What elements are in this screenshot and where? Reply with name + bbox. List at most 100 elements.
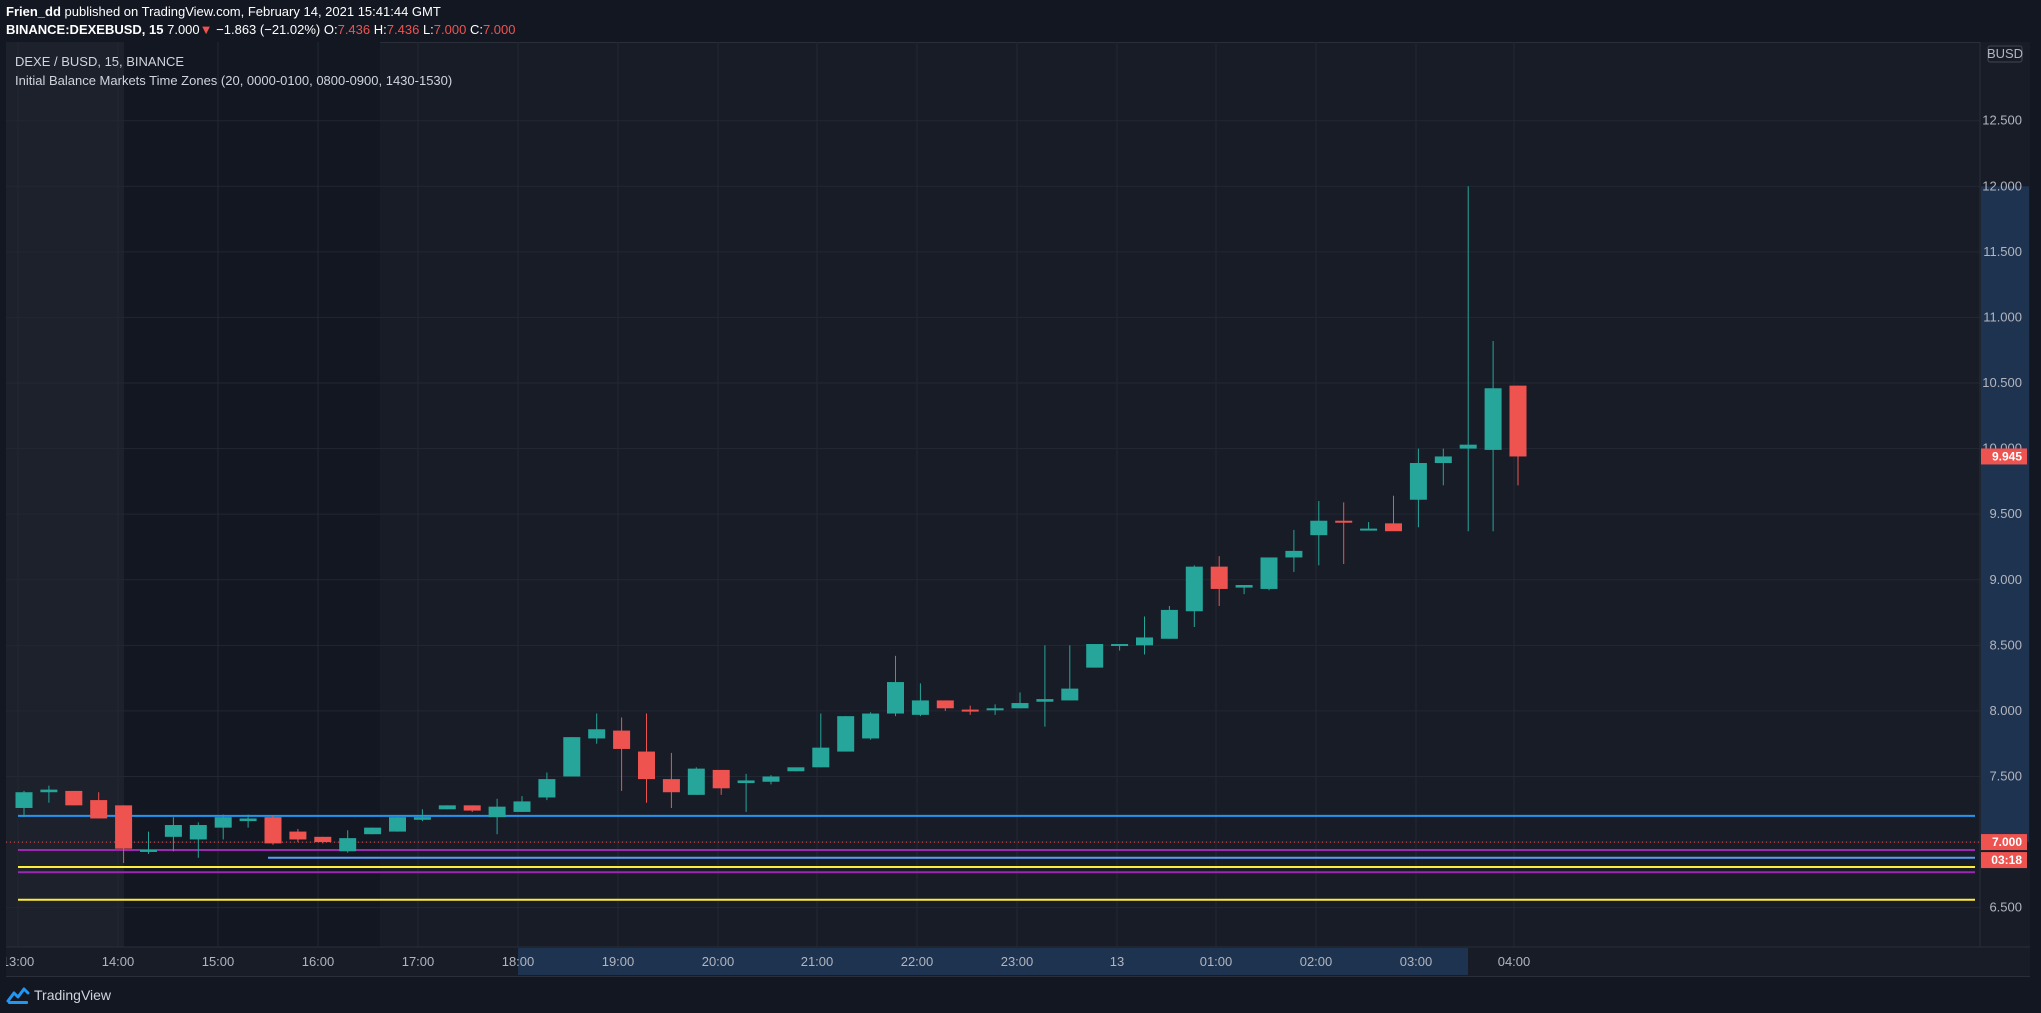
candle-body [936, 700, 954, 709]
candle-body [1310, 520, 1328, 536]
candle-body [1434, 456, 1452, 464]
candle-body [638, 751, 655, 780]
candle-body [413, 817, 431, 820]
candles [15, 186, 1527, 864]
candle [513, 796, 531, 812]
candle-body [1111, 644, 1129, 647]
time-tick-label: 13 [1110, 954, 1124, 969]
candle-body [887, 682, 904, 714]
candle-body [1011, 703, 1029, 709]
candle [40, 785, 58, 803]
candle [762, 775, 780, 785]
candle [413, 809, 431, 822]
publish-info: Frien_dd published on TradingView.com, F… [6, 2, 441, 21]
currency-button-frame [1987, 45, 2023, 63]
candle [90, 792, 108, 819]
countdown-tag-bg [1981, 852, 2027, 869]
time-axis: 13:00 14:00 15:00 16:00 17:00 18:00 19:00 20:00… [6, 946, 2030, 976]
session-zone [124, 42, 380, 947]
time-tick-label: 20:00 [702, 954, 735, 969]
series-title[interactable]: DEXE / BUSD, 15, BINANCE [15, 54, 185, 69]
last-price: 7.000 [167, 22, 200, 37]
time-tick-label: 23:00 [1001, 954, 1034, 969]
candle [389, 817, 406, 832]
indicator-title[interactable]: Initial Balance Markets Time Zones (20, … [15, 73, 453, 88]
symbol-label: BINANCE:DEXEBUSD, 15 [6, 22, 164, 37]
candle-body [438, 805, 456, 810]
candle [737, 773, 755, 812]
ib-high-tag: 9.945 [1992, 449, 2022, 463]
time-tick-label: 13:00 [6, 954, 34, 969]
candle-body [15, 792, 33, 808]
candle [1111, 644, 1129, 651]
candle-body [1210, 566, 1228, 589]
candlestick-chart[interactable]: 6.5007.0007.5008.0008.5009.0009.50010.00… [6, 42, 2030, 977]
candle [662, 752, 680, 808]
price-axis: 6.5007.0007.5008.0008.5009.0009.50010.00… [1979, 42, 2030, 947]
price-range-highlight [1981, 186, 2029, 843]
candle [812, 713, 830, 768]
candle-body [911, 700, 929, 715]
candle-body [40, 789, 58, 793]
currency-button[interactable]: BUSD [1987, 46, 2023, 61]
candle-body [563, 737, 581, 777]
brand-name[interactable]: TradingView [34, 987, 112, 1003]
high-label: H: [373, 22, 387, 37]
candle-body [961, 709, 979, 712]
candle [189, 822, 207, 858]
time-tick-label: 18:00 [502, 954, 535, 969]
current-price-tag-bg [1981, 834, 2027, 851]
footer: TradingView [0, 980, 2041, 1013]
candle [588, 713, 606, 744]
candle-body [1136, 637, 1153, 646]
initial-balance-lines [6, 814, 1980, 901]
candle-body [986, 708, 1004, 711]
current-price-tag: 7.000 [1992, 835, 2022, 849]
price-tick-label: 12.500 [1982, 113, 2022, 128]
candle [15, 790, 33, 818]
candle-body [264, 817, 282, 844]
candle-body [737, 780, 755, 784]
candle [1061, 645, 1079, 701]
candle-body [1235, 585, 1253, 588]
open-value: 7.436 [337, 22, 371, 37]
tradingview-logo-icon[interactable] [6, 987, 30, 1005]
candle-body [164, 825, 182, 837]
time-tick-label: 16:00 [302, 954, 335, 969]
time-tick-label: 03:00 [1400, 954, 1433, 969]
candle-body [115, 805, 133, 849]
candle [65, 790, 83, 806]
candle-body [1036, 699, 1054, 702]
author-name[interactable]: Frien_dd [6, 4, 61, 19]
candle-body [837, 716, 855, 752]
candle [1484, 341, 1502, 532]
time-tick-label: 04:00 [1498, 954, 1531, 969]
candle [314, 836, 332, 844]
candle [1185, 565, 1203, 627]
candle-body [687, 768, 705, 795]
candle [1160, 605, 1178, 639]
chart-legend: DEXE / BUSD, 15, BINANCE Initial Balance… [15, 52, 452, 90]
candle [164, 817, 182, 852]
low-value: 7.000 [433, 22, 467, 37]
candle [961, 705, 979, 715]
high-value: 7.436 [386, 22, 420, 37]
candle-body [140, 849, 157, 852]
time-tick-label: 21:00 [801, 954, 834, 969]
candle [862, 712, 880, 740]
candle [115, 805, 133, 864]
time-tick-label: 19:00 [602, 954, 635, 969]
candle [1086, 644, 1104, 668]
candle-body [389, 817, 406, 832]
candle-body [289, 831, 307, 840]
candle [1509, 385, 1527, 486]
candle [239, 814, 257, 828]
candle [712, 769, 730, 795]
candle-body [65, 790, 83, 806]
candle-body [662, 779, 680, 793]
candle [563, 737, 581, 777]
candle [687, 767, 705, 795]
countdown-tag: 03:18 [1991, 853, 2022, 867]
candle [140, 831, 157, 854]
candle [1011, 692, 1029, 709]
